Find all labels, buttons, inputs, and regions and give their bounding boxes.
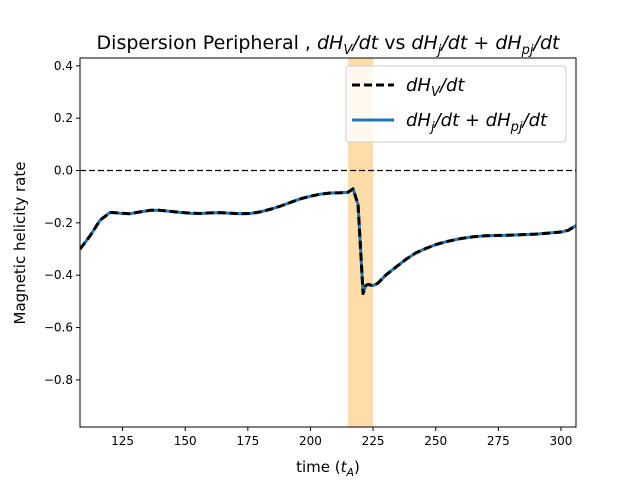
y-tick-label: 0.0: [54, 164, 73, 178]
legend: dHV/dt dHj/dt + dHpj/dt: [345, 65, 567, 143]
series-line-dhv: [80, 187, 576, 296]
x-axis: 125 150 175 200 225 250 275 300: [111, 427, 572, 448]
series-line-dhj-plus-dhpj: [80, 187, 576, 296]
legend-label-dhv: dHV/dt: [406, 75, 465, 100]
chart-title: Dispersion Peripheral , dHV/dt vs dHj/dt…: [97, 32, 561, 58]
x-tick-label: 175: [236, 434, 259, 448]
x-axis-label: time (tA): [296, 458, 360, 479]
y-tick-label: −0.2: [44, 216, 73, 230]
x-tick-label: 150: [174, 434, 197, 448]
x-tick-label: 300: [550, 434, 573, 448]
x-tick-label: 225: [362, 434, 385, 448]
y-tick-label: −0.6: [44, 321, 73, 335]
plot-frame: [79, 57, 577, 428]
x-tick-label: 200: [299, 434, 322, 448]
legend-label-dhj: dHj/dt + dHpj/dt: [406, 110, 548, 135]
y-axis-label: Magnetic helicity rate: [11, 162, 29, 325]
x-tick-label: 250: [424, 434, 447, 448]
legend-box: [345, 65, 567, 143]
y-tick-label: −0.8: [44, 373, 73, 387]
x-tick-label: 275: [487, 434, 510, 448]
y-tick-label: 0.4: [54, 59, 73, 73]
y-axis: 0.4 0.2 0.0 −0.2 −0.4 −0.6 −0.8: [44, 59, 80, 387]
x-tick-label: 125: [111, 434, 134, 448]
y-tick-label: −0.4: [44, 268, 73, 282]
y-tick-label: 0.2: [54, 111, 73, 125]
